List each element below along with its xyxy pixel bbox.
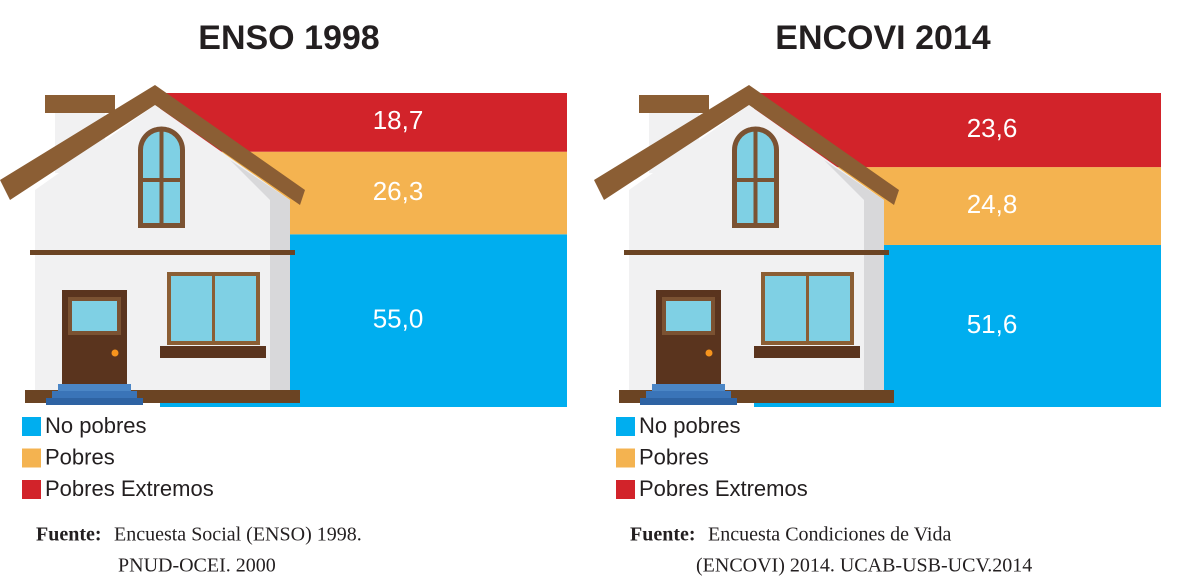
data-label: 55,0 <box>373 304 424 334</box>
source-label: Fuente: <box>36 524 102 546</box>
legend-swatch <box>22 448 41 468</box>
data-label: 24,8 <box>967 189 1018 219</box>
legend-swatch <box>22 417 41 436</box>
data-label: 26,3 <box>373 176 424 206</box>
source-text: (ENCOVI) 2014. UCAB-USB-UCV.2014 <box>696 555 1032 577</box>
labels: ENSO 1998 55,0 No pobres 26,3 Pobres 18,7 Pobr… <box>22 19 1032 577</box>
legend-label: No pobres <box>45 413 147 438</box>
data-label: 23,6 <box>967 113 1018 143</box>
legend-swatch <box>22 480 41 499</box>
legend-label: Pobres <box>45 444 115 469</box>
source-text: Encuesta Social (ENSO) 1998. <box>114 524 362 546</box>
legend-swatch <box>616 480 635 499</box>
legend-label: No pobres <box>639 413 741 438</box>
legend-label: Pobres Extremos <box>639 476 808 501</box>
legend-label: Pobres <box>639 444 709 469</box>
data-label: 51,6 <box>967 309 1018 339</box>
chart-title: ENSO 1998 <box>198 19 379 57</box>
data-label: 18,7 <box>373 105 424 135</box>
legend-swatch <box>616 448 635 468</box>
source-text: Encuesta Condiciones de Vida <box>708 524 951 546</box>
chart-title: ENCOVI 2014 <box>775 19 991 57</box>
legend-swatch <box>616 417 635 436</box>
legend-label: Pobres Extremos <box>45 476 214 501</box>
source-text: PNUD-OCEI. 2000 <box>118 555 276 577</box>
source-label: Fuente: <box>630 524 696 546</box>
